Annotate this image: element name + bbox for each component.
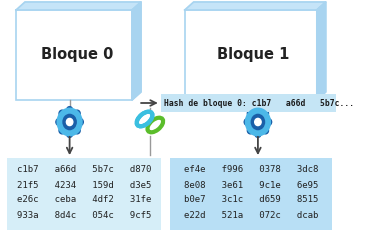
Text: b0e7   3c1c   d659   8515: b0e7 3c1c d659 8515	[184, 195, 318, 205]
Text: Bloque 1: Bloque 1	[217, 46, 290, 62]
Circle shape	[255, 107, 261, 113]
Circle shape	[266, 119, 271, 125]
Circle shape	[250, 113, 266, 131]
Circle shape	[61, 113, 78, 131]
Circle shape	[67, 131, 73, 137]
Circle shape	[74, 127, 80, 134]
Circle shape	[67, 107, 73, 113]
Circle shape	[262, 110, 268, 117]
Bar	[185, 10, 317, 100]
Polygon shape	[132, 2, 141, 100]
Polygon shape	[16, 2, 141, 10]
Bar	[170, 158, 332, 230]
Circle shape	[74, 110, 80, 117]
Circle shape	[77, 119, 83, 125]
Text: Hash de bloque 0: c1b7   a66d   5b7c...: Hash de bloque 0: c1b7 a66d 5b7c...	[164, 98, 354, 108]
Circle shape	[247, 110, 253, 117]
Text: ef4e   f996   0378   3dc8: ef4e f996 0378 3dc8	[184, 165, 318, 174]
Text: 8e08   3e61   9c1e   6e95: 8e08 3e61 9c1e 6e95	[184, 181, 318, 190]
Bar	[161, 94, 336, 112]
Circle shape	[255, 118, 261, 126]
Text: e26c   ceba   4df2   31fe: e26c ceba 4df2 31fe	[17, 195, 151, 205]
Bar	[7, 158, 161, 230]
Polygon shape	[317, 2, 326, 100]
Text: e22d   521a   072c   dcab: e22d 521a 072c dcab	[184, 211, 318, 219]
Text: 21f5   4234   159d   d3e5: 21f5 4234 159d d3e5	[17, 181, 151, 190]
Polygon shape	[185, 2, 326, 10]
Text: 933a   8d4c   054c   9cf5: 933a 8d4c 054c 9cf5	[17, 211, 151, 219]
Circle shape	[59, 110, 65, 117]
Circle shape	[255, 131, 261, 137]
Text: c1b7   a66d   5b7c   d870: c1b7 a66d 5b7c d870	[17, 165, 151, 174]
Circle shape	[262, 127, 268, 134]
Bar	[16, 10, 132, 100]
Circle shape	[66, 118, 73, 126]
Circle shape	[244, 119, 250, 125]
Circle shape	[247, 127, 253, 134]
Circle shape	[56, 119, 62, 125]
Text: Bloque 0: Bloque 0	[41, 46, 113, 62]
Circle shape	[59, 127, 65, 134]
